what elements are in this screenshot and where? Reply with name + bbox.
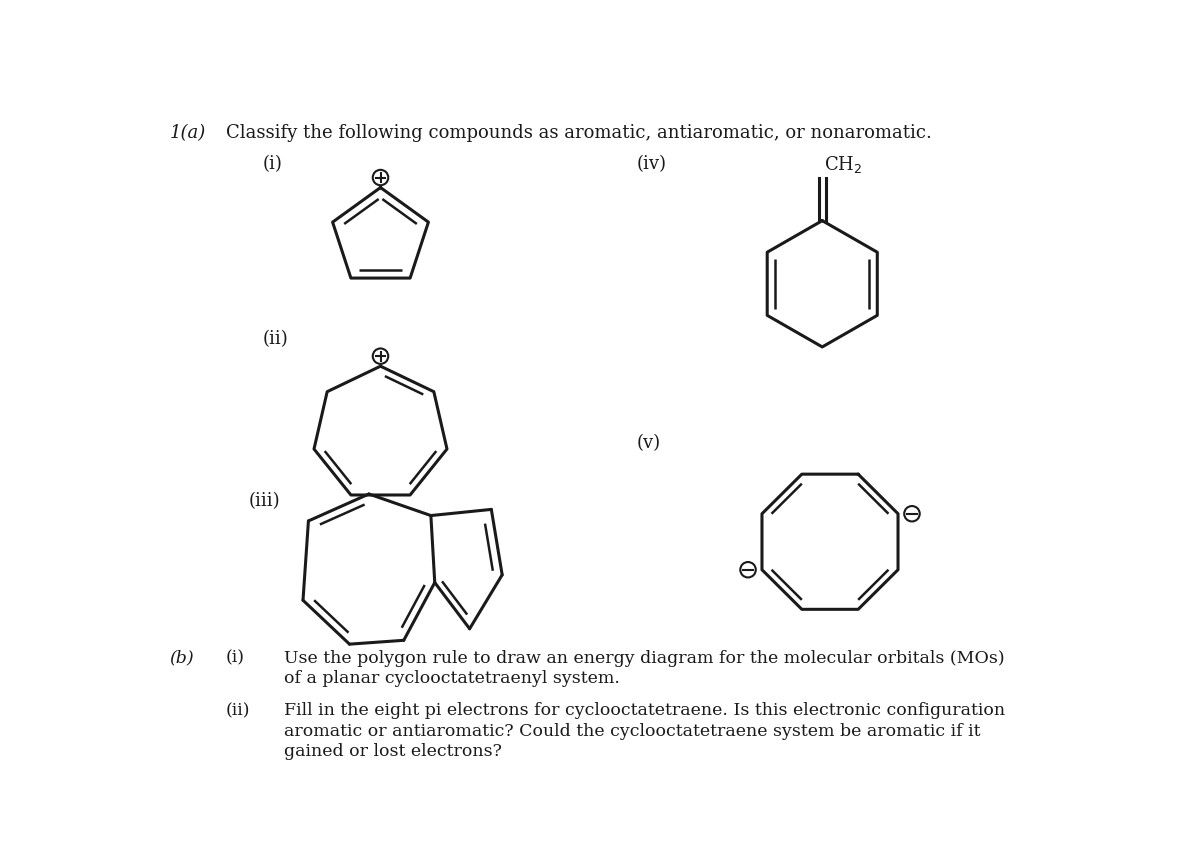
Text: CH$_2$: CH$_2$ [824, 154, 862, 175]
Text: (iv): (iv) [636, 155, 667, 173]
Text: (i): (i) [225, 650, 245, 667]
Text: gained or lost electrons?: gained or lost electrons? [284, 744, 502, 760]
Text: (v): (v) [636, 434, 661, 452]
Text: Fill in the eight pi electrons for cyclooctatetraene. Is this electronic configu: Fill in the eight pi electrons for cyclo… [284, 702, 1005, 719]
Text: (b): (b) [169, 650, 194, 667]
Text: (i): (i) [263, 155, 283, 173]
Text: (ii): (ii) [263, 330, 289, 348]
Text: (ii): (ii) [225, 702, 250, 719]
Text: Classify the following compounds as aromatic, antiaromatic, or nonaromatic.: Classify the following compounds as arom… [225, 124, 932, 142]
Text: Use the polygon rule to draw an energy diagram for the molecular orbitals (MOs): Use the polygon rule to draw an energy d… [284, 650, 1004, 667]
Text: of a planar cyclooctatetraenyl system.: of a planar cyclooctatetraenyl system. [284, 670, 619, 687]
Text: (iii): (iii) [249, 492, 281, 510]
Text: aromatic or antiaromatic? Could the cyclooctatetraene system be aromatic if it: aromatic or antiaromatic? Could the cycl… [284, 722, 980, 740]
Text: 1(a): 1(a) [169, 124, 206, 142]
